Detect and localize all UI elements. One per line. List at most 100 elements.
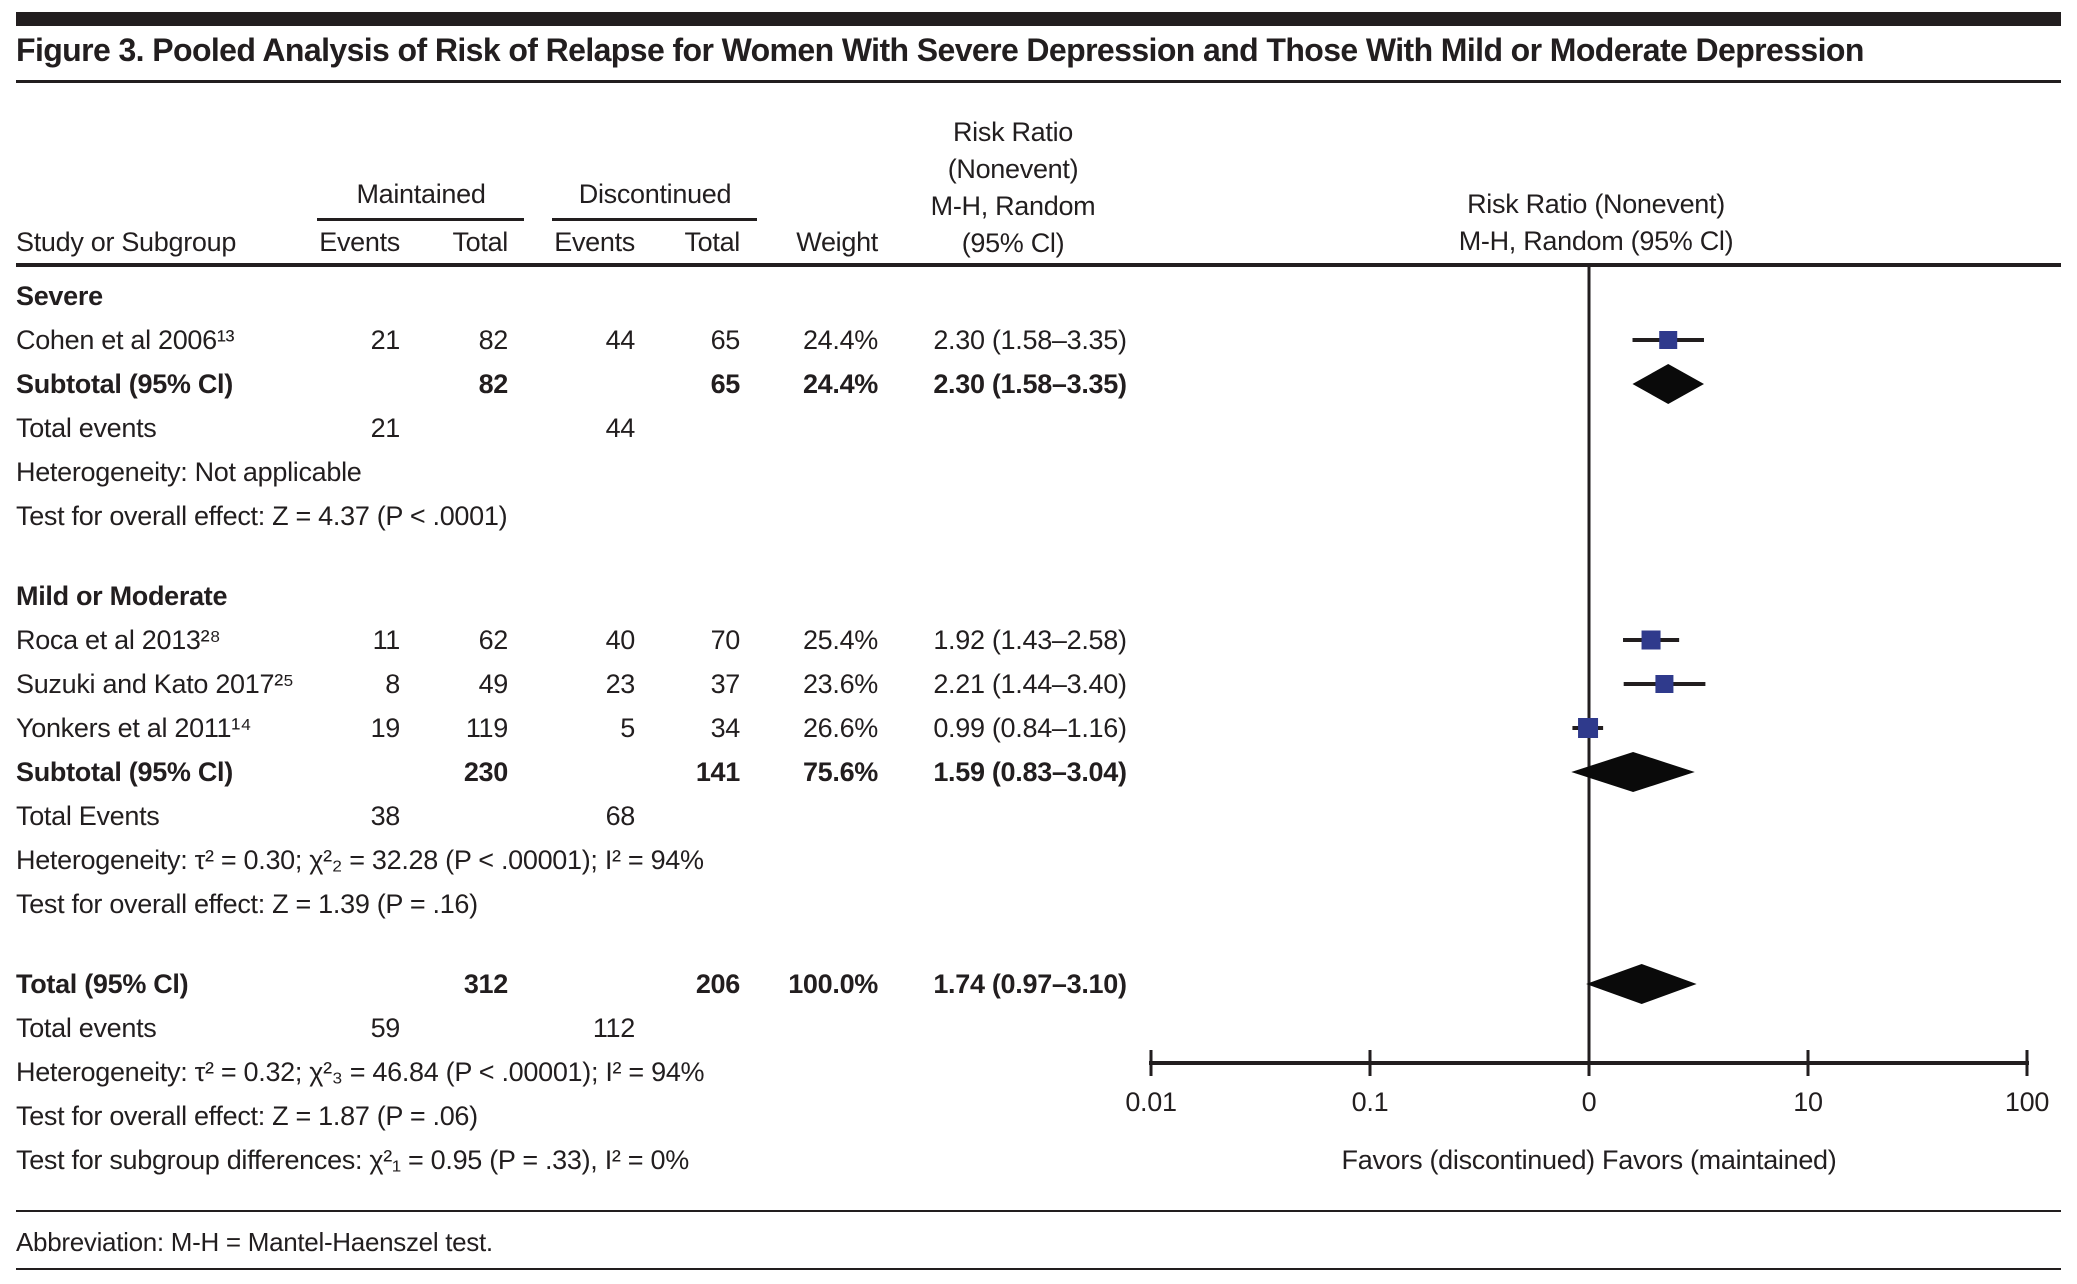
maintained-total-value: 49 <box>478 669 509 699</box>
maintained-total-value: 312 <box>463 969 508 999</box>
x-axis-tick-label: 10 <box>1793 1087 1823 1117</box>
discontinued-total-value: 65 <box>710 369 741 399</box>
maintained-events-value: 59 <box>370 1013 401 1043</box>
maintained-total-value: 62 <box>478 625 509 655</box>
column-header-risk-ratio-line3: M-H, Random <box>930 191 1096 221</box>
x-axis-tick-label: 0 <box>1581 1087 1597 1117</box>
maintained-total-value: 82 <box>478 325 509 355</box>
discontinued-events-value: 44 <box>605 413 636 443</box>
risk-ratio-ci-value: 2.21 (1.44–3.40) <box>933 669 1127 699</box>
row-label: Severe <box>16 281 103 311</box>
discontinued-total-value: 34 <box>710 713 741 743</box>
discontinued-total-value: 70 <box>710 625 741 655</box>
maintained-events-value: 19 <box>370 713 401 743</box>
row-label: Mild or Moderate <box>16 581 228 611</box>
stat-row: Heterogeneity: Not applicable <box>0 450 2077 494</box>
row-label: Test for overall effect: Z = 1.87 (P = .… <box>16 1101 478 1131</box>
footnote-bottom-rule <box>16 1268 2061 1270</box>
figure-title: Figure 3. Pooled Analysis of Risk of Rel… <box>16 32 1864 68</box>
discontinued-underline <box>552 218 757 221</box>
total-row: Total (95% Cl) 312 206 100.0% 1.74 (0.97–3.1… <box>0 962 2077 1006</box>
stat-row: Heterogeneity: τ² = 0.32; χ²₃ = 46.84 (P… <box>0 1050 2077 1094</box>
weight-value: 24.4% <box>802 325 878 355</box>
weight-value: 24.4% <box>802 369 878 399</box>
discontinued-total-value: 37 <box>710 669 741 699</box>
discontinued-total-value: 206 <box>695 969 740 999</box>
row-label: Total events <box>16 413 157 443</box>
x-axis-tick-label: 0.1 <box>1351 1087 1389 1117</box>
risk-ratio-ci-value: 0.99 (0.84–1.16) <box>933 713 1127 743</box>
stat-row: Heterogeneity: τ² = 0.30; χ²₂ = 32.28 (P… <box>0 838 2077 882</box>
maintained-events-value: 11 <box>372 625 401 655</box>
maintained-total-value: 230 <box>463 757 508 787</box>
discontinued-total-value: 65 <box>710 325 741 355</box>
risk-ratio-ci-value: 1.74 (0.97–3.10) <box>933 969 1127 999</box>
row-label: Subtotal (95% Cl) <box>16 757 233 787</box>
plot-header-risk-ratio-line2: M-H, Random (95% Cl) <box>1458 226 1734 256</box>
discontinued-events-value: 112 <box>592 1013 635 1043</box>
column-header-maintained-events: Events <box>319 227 400 257</box>
study-row: Yonkers et al 2011¹⁴ 19 119 5 34 26.6% 0.99 (0… <box>0 706 2077 750</box>
column-header-risk-ratio-line2: (Nonevent) <box>947 154 1079 184</box>
stat-row: Test for subgroup differences: χ²₁ = 0.9… <box>0 1138 2077 1182</box>
weight-value: 26.6% <box>802 713 878 743</box>
column-header-risk-ratio-line1: Risk Ratio <box>952 117 1074 147</box>
x-axis-tick-label: 0.01 <box>1125 1087 1177 1117</box>
stat-row: Total Events 38 68 <box>0 794 2077 838</box>
stat-row: Test for overall effect: Z = 1.39 (P = .… <box>0 882 2077 926</box>
row-label: Total events <box>16 1013 157 1043</box>
maintained-events-value: 8 <box>385 669 400 699</box>
header-rule <box>16 263 2061 267</box>
row-label: Total (95% Cl) <box>16 969 189 999</box>
stat-row: Test for overall effect: Z = 1.87 (P = .… <box>0 1094 2077 1138</box>
maintained-total-value: 82 <box>478 369 509 399</box>
row-label: Test for overall effect: Z = 4.37 (P < .… <box>16 501 508 531</box>
discontinued-events-value: 68 <box>605 801 636 831</box>
maintained-underline <box>317 218 524 221</box>
risk-ratio-ci-value: 2.30 (1.58–3.35) <box>933 325 1127 355</box>
risk-ratio-ci-value: 1.92 (1.43–2.58) <box>933 625 1127 655</box>
column-header-discontinued-total: Total <box>684 227 740 257</box>
row-label: Heterogeneity: τ² = 0.30; χ²₂ = 32.28 (P… <box>16 845 704 875</box>
study-label: Suzuki and Kato 2017²⁵ <box>16 669 294 699</box>
study-label: Yonkers et al 2011¹⁴ <box>16 713 252 743</box>
group-row: Severe <box>0 274 2077 318</box>
subtotal-row: Subtotal (95% Cl) 82 65 24.4% 2.30 (1.58–3.3… <box>0 362 2077 406</box>
column-header-weight: Weight <box>796 227 878 257</box>
maintained-events-value: 38 <box>370 801 401 831</box>
column-header-maintained-total: Total <box>452 227 508 257</box>
maintained-events-value: 21 <box>370 413 401 443</box>
row-label: Heterogeneity: Not applicable <box>16 457 362 487</box>
subtotal-row: Subtotal (95% Cl) 230 141 75.6% 1.59 (0.83–3… <box>0 750 2077 794</box>
weight-value: 75.6% <box>802 757 878 787</box>
column-header-study: Study or Subgroup <box>16 227 237 257</box>
study-row: Roca et al 2013²⁸ 11 62 40 70 25.4% 1.92 (1.43… <box>0 618 2077 662</box>
stat-row: Total events 21 44 <box>0 406 2077 450</box>
maintained-total-value: 119 <box>465 713 508 743</box>
discontinued-events-value: 5 <box>620 713 635 743</box>
x-axis-tick-label: 100 <box>2004 1087 2050 1117</box>
discontinued-events-value: 44 <box>605 325 636 355</box>
footnote-top-rule <box>16 1210 2061 1212</box>
column-header-maintained: Maintained <box>356 179 486 209</box>
weight-value: 23.6% <box>802 669 878 699</box>
maintained-events-value: 21 <box>370 325 401 355</box>
row-label: Heterogeneity: τ² = 0.32; χ²₃ = 46.84 (P… <box>16 1057 705 1087</box>
weight-value: 100.0% <box>788 969 878 999</box>
study-label: Cohen et al 2006¹³ <box>16 325 235 355</box>
discontinued-total-value: 141 <box>695 757 740 787</box>
x-axis-favors-label: Favors (discontinued) Favors (maintained… <box>1341 1145 1837 1175</box>
group-row: Mild or Moderate <box>0 574 2077 618</box>
column-header-discontinued-events: Events <box>554 227 635 257</box>
row-label: Total Events <box>16 801 160 831</box>
row-label: Subtotal (95% Cl) <box>16 369 233 399</box>
title-rule <box>16 80 2061 83</box>
study-row: Suzuki and Kato 2017²⁵ 8 49 23 37 23.6% 2.21 (… <box>0 662 2077 706</box>
discontinued-events-value: 40 <box>605 625 636 655</box>
stat-row: Total events 59 112 <box>0 1006 2077 1050</box>
risk-ratio-ci-value: 2.30 (1.58–3.35) <box>933 369 1127 399</box>
abbreviation-footnote: Abbreviation: M-H = Mantel-Haenszel test… <box>16 1227 493 1257</box>
